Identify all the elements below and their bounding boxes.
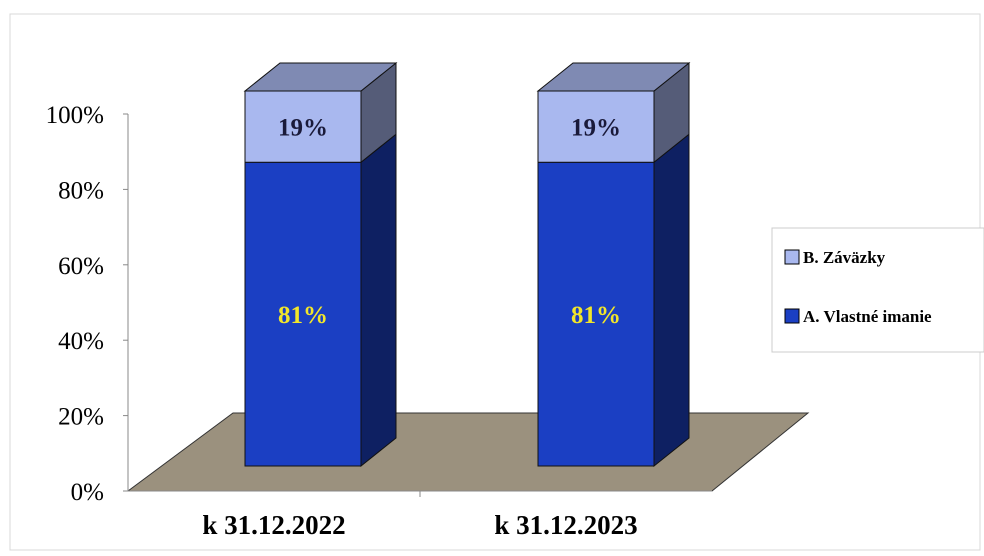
legend: B. Záväzky A. Vlastné imanie <box>771 227 984 353</box>
y-axis: 0% 20% 40% 60% 80% 100% <box>46 102 712 506</box>
legend-label: A. Vlastné imanie <box>803 307 932 326</box>
data-label: 19% <box>571 115 621 142</box>
bar-front <box>537 161 655 467</box>
data-label: 19% <box>278 115 328 142</box>
legend-swatch <box>784 249 800 265</box>
x-axis-labels: k 31.12.2022 k 31.12.2023 <box>202 510 637 540</box>
bar-segment: 19% <box>536 61 691 164</box>
bar-side <box>653 133 690 468</box>
data-label: 81% <box>571 302 621 329</box>
y-tick-label: 100% <box>46 102 104 129</box>
legend-box <box>771 227 984 353</box>
bar-segment: 81% <box>244 133 397 468</box>
chart-floor <box>126 412 810 492</box>
y-tick-label: 60% <box>58 253 104 280</box>
bars: 81% 19% 81% 19% <box>243 61 691 468</box>
y-tick-label: 80% <box>58 177 104 204</box>
bar-top <box>243 62 398 92</box>
y-tick-label: 40% <box>58 328 104 355</box>
data-label: 81% <box>278 302 328 329</box>
bar-segment: 81% <box>537 133 690 468</box>
y-tick-label: 0% <box>71 479 104 506</box>
y-tick-label: 20% <box>58 404 104 431</box>
legend-swatch <box>784 308 800 324</box>
legend-label: B. Záväzky <box>803 248 886 267</box>
bar-front <box>537 90 655 163</box>
bar-front <box>244 161 362 467</box>
x-tick-label: k 31.12.2022 <box>202 510 345 540</box>
x-tick-label: k 31.12.2023 <box>494 510 637 540</box>
bar-side <box>360 133 397 468</box>
bar-segment: 19% <box>243 61 398 164</box>
bar-top <box>536 62 691 92</box>
